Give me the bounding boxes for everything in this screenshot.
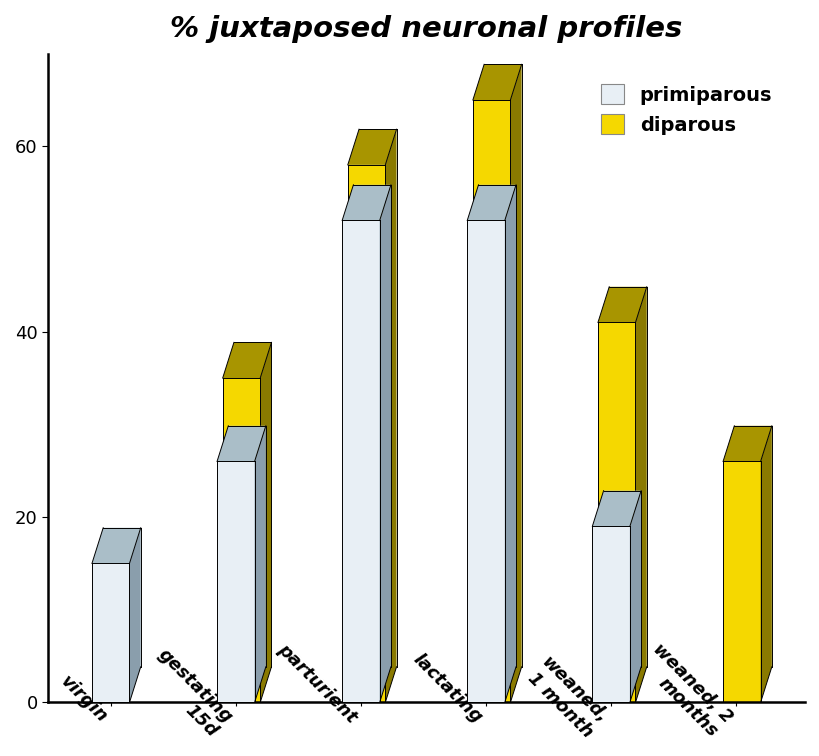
Polygon shape: [342, 221, 379, 702]
Polygon shape: [254, 426, 265, 702]
Polygon shape: [467, 184, 515, 221]
Polygon shape: [597, 323, 635, 702]
Polygon shape: [129, 528, 141, 702]
Title: % juxtaposed neuronal profiles: % juxtaposed neuronal profiles: [170, 15, 682, 43]
Polygon shape: [217, 426, 265, 461]
Polygon shape: [347, 165, 385, 702]
Polygon shape: [591, 491, 640, 526]
Polygon shape: [760, 426, 771, 702]
Polygon shape: [505, 184, 515, 702]
Polygon shape: [379, 184, 391, 702]
Polygon shape: [223, 342, 271, 378]
Polygon shape: [223, 378, 260, 702]
Polygon shape: [629, 491, 640, 702]
Polygon shape: [347, 129, 396, 165]
Polygon shape: [92, 563, 129, 702]
Polygon shape: [92, 528, 141, 563]
Polygon shape: [635, 287, 646, 702]
Legend: primiparous, diparous: primiparous, diparous: [592, 76, 779, 143]
Polygon shape: [467, 221, 505, 702]
Polygon shape: [591, 526, 629, 702]
Polygon shape: [509, 64, 521, 702]
Polygon shape: [217, 461, 254, 702]
Polygon shape: [473, 64, 521, 100]
Polygon shape: [597, 287, 646, 323]
Polygon shape: [473, 100, 509, 702]
Polygon shape: [342, 184, 391, 221]
Polygon shape: [722, 426, 771, 461]
Polygon shape: [260, 342, 271, 702]
Polygon shape: [385, 129, 396, 702]
Polygon shape: [722, 461, 760, 702]
